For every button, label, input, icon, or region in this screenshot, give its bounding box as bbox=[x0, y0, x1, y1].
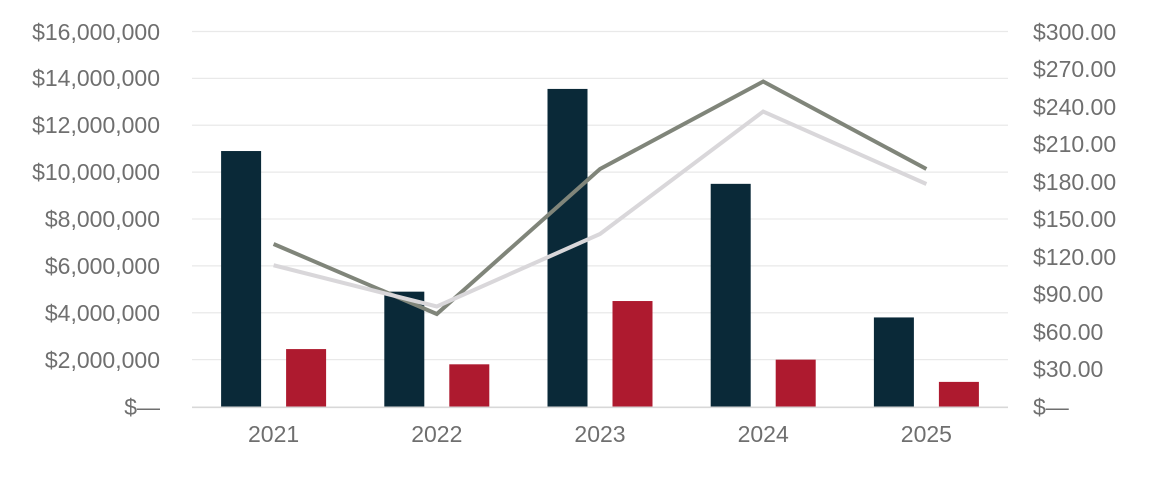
dark-gray-line bbox=[272, 79, 928, 317]
right-axis-tick-label: $210.00 bbox=[1033, 131, 1117, 157]
left-axis-tick-label: $— bbox=[124, 393, 160, 420]
light-gray-line bbox=[273, 109, 928, 309]
right-axis-tick-label: $270.00 bbox=[1033, 56, 1117, 82]
navy-bars-2022 bbox=[384, 291, 425, 407]
crimson-bars-2023 bbox=[612, 301, 653, 407]
right-axis-tick-label: $60.00 bbox=[1033, 318, 1104, 345]
right-axis-tick-label: $300.00 bbox=[1033, 18, 1117, 45]
right-axis-tick-label: $— bbox=[1033, 393, 1069, 420]
x-axis-category-label: 2022 bbox=[411, 421, 463, 447]
x-axis-category-label: 2021 bbox=[248, 421, 300, 447]
navy-bars-2025 bbox=[873, 317, 914, 407]
left-axis-tick-label: $14,000,000 bbox=[32, 65, 160, 92]
left-axis-tick-label: $4,000,000 bbox=[44, 299, 160, 326]
left-axis-tick-label: $16,000,000 bbox=[32, 18, 160, 45]
left-axis-tick-label: $8,000,000 bbox=[44, 206, 160, 232]
navy-bars-2021 bbox=[221, 151, 262, 407]
x-axis-category-label: 2024 bbox=[737, 421, 789, 447]
x-axis-category-label: 2023 bbox=[574, 421, 626, 447]
right-axis-tick-label: $150.00 bbox=[1033, 206, 1117, 232]
right-axis-tick-label: $180.00 bbox=[1033, 168, 1117, 195]
crimson-bars-2021 bbox=[286, 349, 327, 407]
crimson-bars-2024 bbox=[775, 359, 816, 407]
navy-bars-2024 bbox=[710, 183, 751, 407]
crimson-bars-2022 bbox=[449, 364, 490, 407]
left-axis-tick-label: $12,000,000 bbox=[32, 112, 160, 139]
right-axis-tick-label: $90.00 bbox=[1033, 281, 1104, 307]
left-axis-tick-label: $2,000,000 bbox=[44, 346, 160, 373]
right-axis-tick-label: $30.00 bbox=[1033, 356, 1104, 382]
x-axis-category-label: 2025 bbox=[900, 421, 952, 447]
left-axis-tick-label: $6,000,000 bbox=[44, 252, 160, 279]
right-axis-tick-label: $240.00 bbox=[1033, 93, 1117, 120]
crimson-bars-2025 bbox=[938, 381, 979, 407]
left-axis-tick-label: $10,000,000 bbox=[32, 159, 160, 186]
right-axis-tick-label: $120.00 bbox=[1033, 243, 1117, 270]
